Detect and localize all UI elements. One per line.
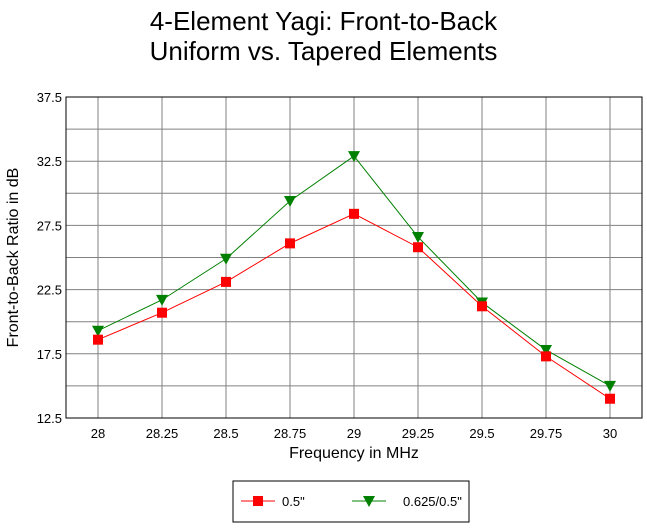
data-point	[413, 242, 423, 253]
x-tick-labels: 28 28.25 28.5 28.75 29 29.25 29.5 29.75 30	[91, 426, 617, 441]
series-square	[93, 208, 615, 404]
plot-area-frame	[65, 96, 643, 419]
data-point	[93, 334, 103, 345]
data-point	[348, 151, 360, 163]
series-group	[92, 151, 616, 404]
legend-marker	[253, 496, 263, 506]
y-tick-label: 37.5	[37, 90, 62, 105]
y-axis-label: Front-to-Back Ratio in dB	[5, 168, 22, 348]
y-tick-label: 22.5	[37, 283, 62, 298]
data-point	[349, 208, 359, 219]
x-tick-label: 29.5	[469, 426, 494, 441]
legend-label: 0.5"	[282, 494, 305, 509]
data-point	[604, 380, 616, 392]
y-tick-label: 32.5	[37, 154, 62, 169]
x-axis-label: Frequency in MHz	[289, 445, 419, 462]
series-triangle-down	[92, 151, 616, 392]
data-point	[92, 325, 104, 337]
y-tick-label: 17.5	[37, 347, 62, 362]
x-tick-label: 28	[91, 426, 105, 441]
x-tick-label: 29	[347, 426, 361, 441]
data-point	[541, 351, 551, 362]
data-point	[540, 344, 552, 356]
data-point	[285, 238, 295, 249]
x-tick-label: 28.5	[213, 426, 238, 441]
y-tick-label: 12.5	[37, 411, 62, 426]
data-point	[221, 276, 231, 287]
y-tick-labels: 12.5 17.5 22.5 27.5 32.5 37.5	[37, 90, 62, 426]
data-point	[605, 393, 615, 404]
data-point	[156, 294, 168, 306]
x-tick-label: 28.75	[274, 426, 307, 441]
legend: 0.5" 0.625/0.5"	[232, 480, 470, 523]
x-tick-label: 29.25	[402, 426, 435, 441]
legend-marker	[363, 496, 375, 507]
chart-title-line-2: Uniform vs. Tapered Elements	[149, 36, 498, 66]
x-tick-label: 30	[603, 426, 617, 441]
data-point	[220, 253, 232, 265]
grid-lines	[66, 96, 642, 419]
data-point	[157, 307, 167, 318]
data-point	[477, 301, 487, 312]
x-tick-label: 29.75	[530, 426, 563, 441]
x-tick-label: 28.25	[146, 426, 179, 441]
data-point	[284, 196, 296, 208]
chart-title-line-1: 4-Element Yagi: Front-to-Back	[149, 6, 498, 36]
y-tick-label: 27.5	[37, 218, 62, 233]
legend-label: 0.625/0.5"	[403, 494, 462, 509]
data-point	[412, 231, 424, 243]
